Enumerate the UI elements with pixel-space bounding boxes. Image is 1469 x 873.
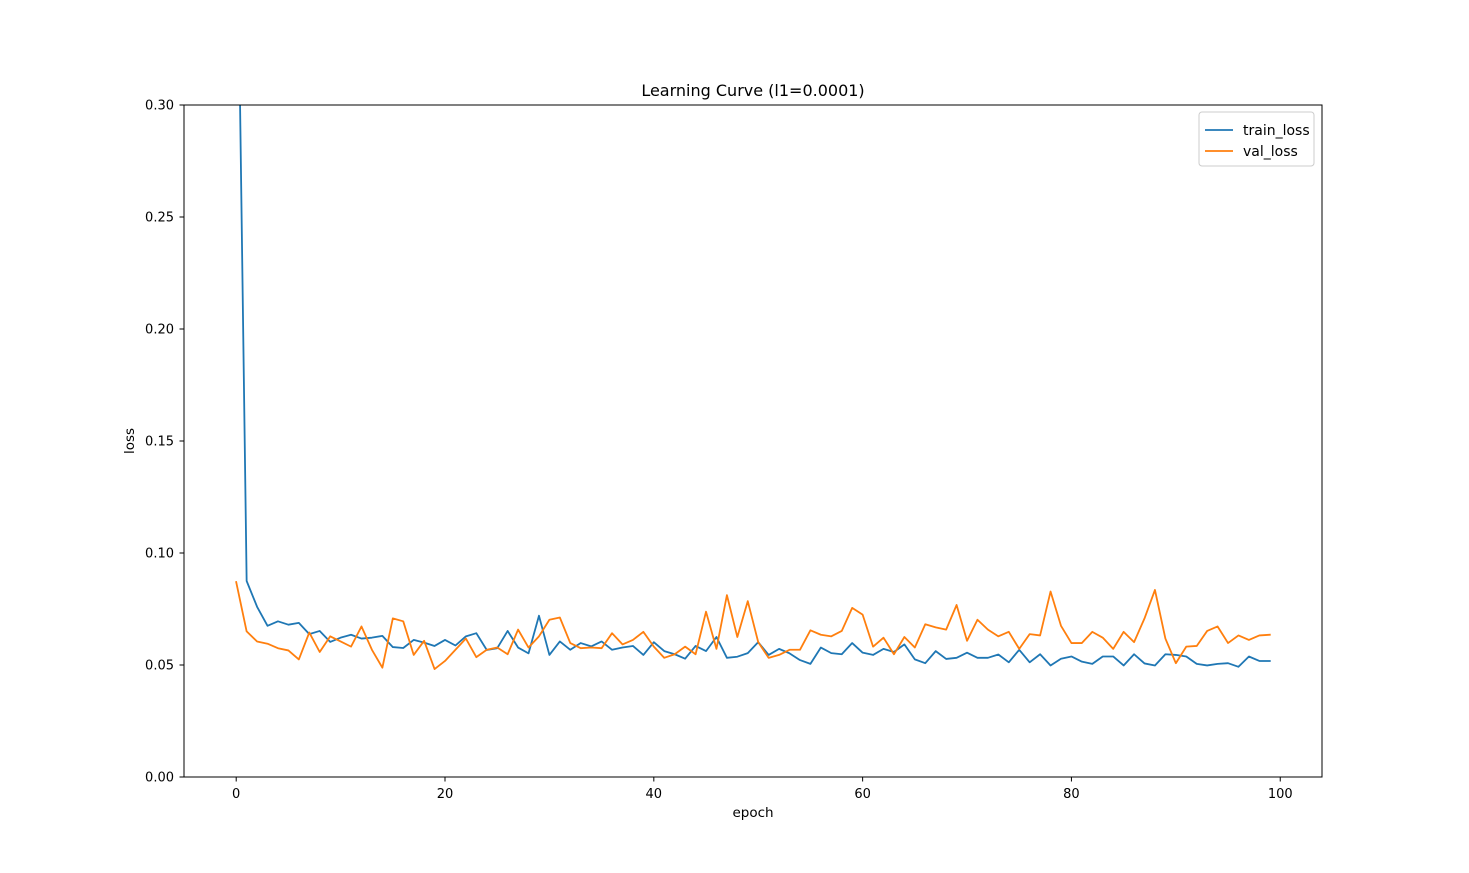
y-tick-label: 0.15 [145,435,174,450]
legend-label-val_loss: val_loss [1243,144,1298,160]
y-axis-label: loss [122,428,138,454]
y-tick-label: 0.05 [145,659,174,674]
x-axis-label: epoch [732,805,773,821]
plot-area-background [184,105,1322,777]
x-tick-label: 0 [232,787,240,802]
x-tick-label: 40 [646,787,663,802]
y-tick-label: 0.20 [145,323,174,338]
series-layer [235,105,1271,670]
x-tick-label: 20 [437,787,454,802]
legend: train_loss val_loss [1198,111,1315,167]
legend-label-train_loss: train_loss [1243,123,1310,139]
series-line-train_loss [239,105,1271,668]
x-tick-label: 60 [854,787,871,802]
legend-box [1198,111,1315,167]
y-tick-label: 0.30 [145,99,174,114]
y-tick-label: 0.25 [145,211,174,226]
x-axis: 0 20 40 60 80 100 [232,777,1293,802]
y-tick-label: 0.00 [145,771,174,786]
y-tick-label: 0.10 [145,547,174,562]
series-line-val_loss [235,581,1271,670]
y-axis: 0.00 0.05 0.10 0.15 0.20 0.25 0.30 [145,99,184,786]
x-tick-label: 100 [1268,787,1293,802]
x-tick-label: 80 [1063,787,1080,802]
chart-title: Learning Curve (l1=0.0001) [641,81,864,100]
